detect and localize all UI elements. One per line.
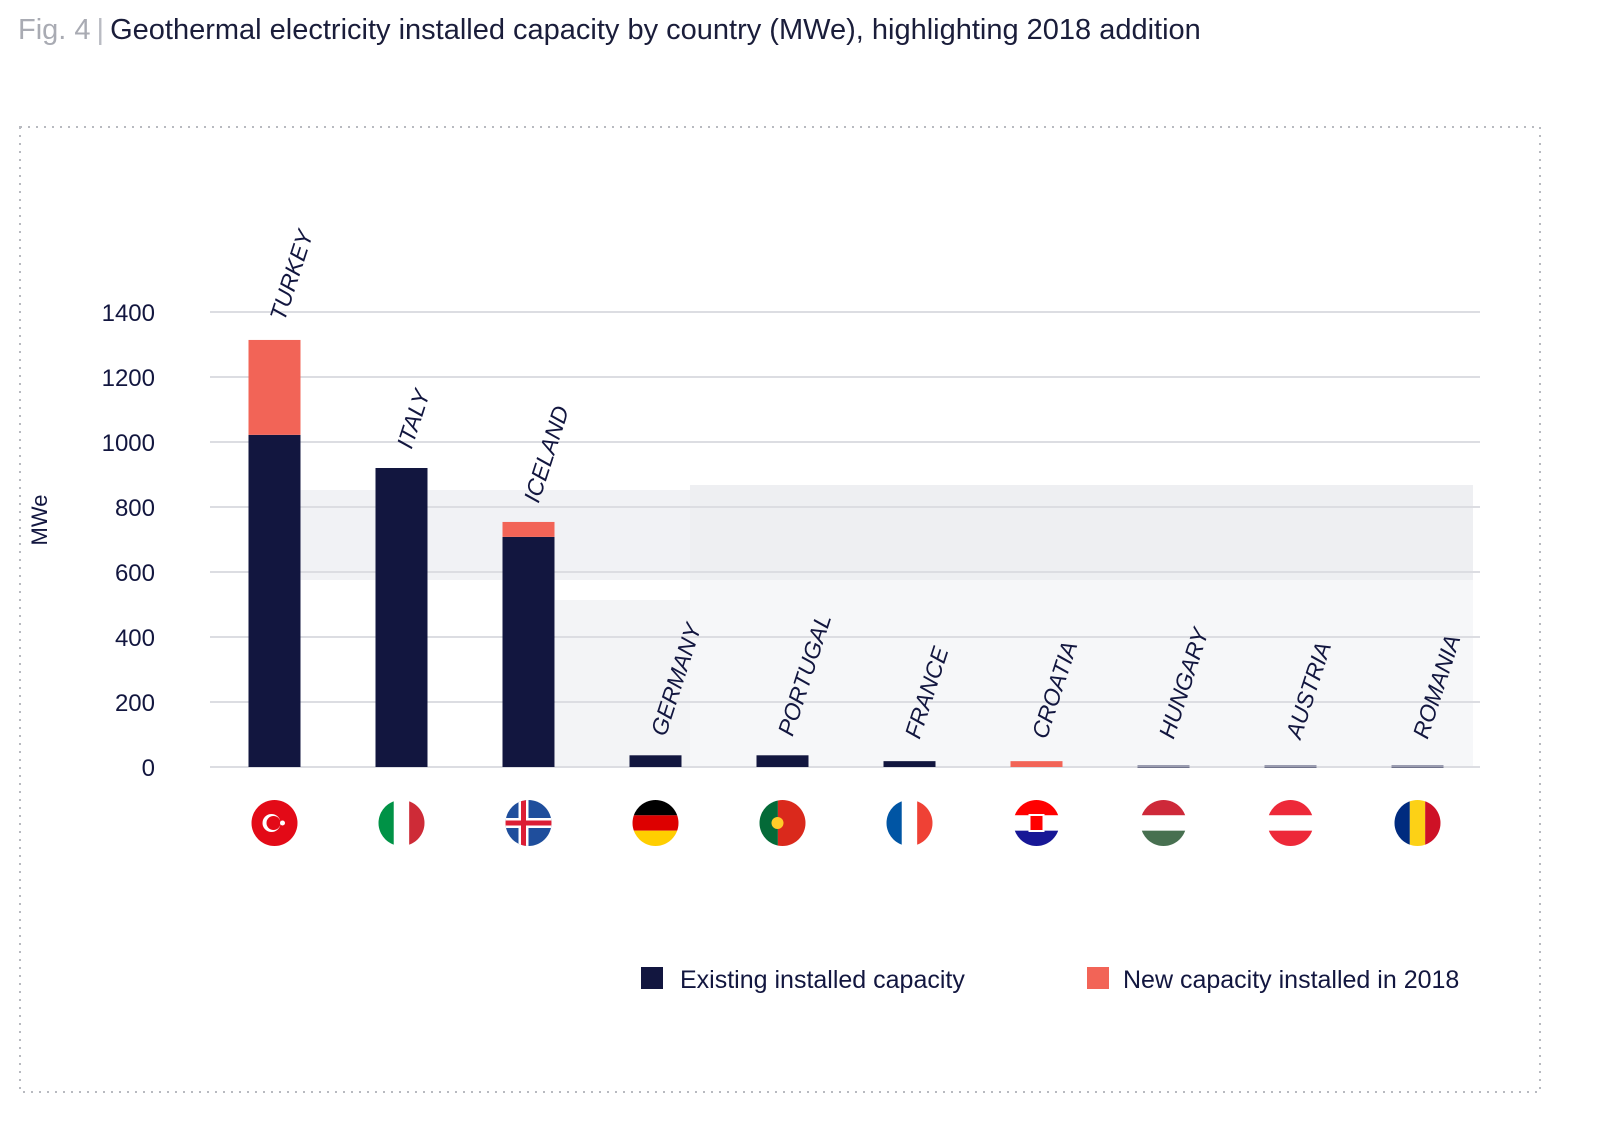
flag-turkey-icon — [251, 800, 298, 846]
flag-hungary-icon — [1140, 800, 1187, 846]
legend-swatch-new — [1087, 967, 1109, 989]
y-tick-label: 1200 — [102, 365, 155, 392]
background-illustration — [300, 485, 1473, 767]
bar-austria-existing — [1264, 765, 1317, 767]
legend: Existing installed capacity New capacity… — [641, 966, 1459, 994]
bar-germany-existing — [629, 755, 682, 767]
y-tick-label: 1000 — [102, 430, 155, 457]
flag-italy-icon — [378, 800, 425, 846]
legend-label-existing: Existing installed capacity — [680, 966, 965, 994]
chart-title: Fig. 4 | Geothermal electricity installed … — [18, 14, 1201, 47]
bar-portugal-existing — [756, 755, 809, 767]
bar-turkey-existing — [248, 434, 301, 767]
y-tick-label: 0 — [142, 755, 155, 782]
y-tick-label: 1400 — [102, 300, 155, 327]
y-tick-label: 200 — [115, 690, 155, 717]
legend-label-new: New capacity installed in 2018 — [1123, 966, 1459, 994]
figure-label: Fig. 4 — [18, 14, 91, 46]
flag-austria-icon — [1267, 800, 1314, 846]
flag-romania-icon — [1394, 800, 1441, 846]
bar-iceland-new — [502, 521, 555, 537]
bar-turkey-new — [248, 339, 301, 435]
flag-iceland-icon — [505, 800, 552, 846]
title-text: Geothermal electricity installed capacit… — [110, 14, 1201, 46]
bar-croatia-new — [1010, 761, 1063, 767]
legend-swatch-existing — [641, 967, 663, 989]
flag-germany-icon — [632, 800, 679, 846]
bar-italy-existing — [375, 468, 428, 767]
flag-portugal-icon — [759, 800, 806, 846]
y-tick-label: 400 — [115, 625, 155, 652]
bar-romania-existing — [1391, 765, 1444, 767]
flag-france-icon — [886, 800, 933, 846]
category-label: TURKEY — [265, 225, 319, 323]
bar-iceland-existing — [502, 536, 555, 767]
title-separator: | — [96, 14, 105, 46]
chart-frame — [19, 126, 1541, 1093]
bar-france-existing — [883, 761, 936, 767]
flag-croatia-icon — [1013, 800, 1060, 846]
bar-hungary-existing — [1137, 765, 1190, 767]
y-axis-label: MWe — [27, 495, 52, 546]
y-tick-label: 600 — [115, 560, 155, 587]
y-tick-label: 800 — [115, 495, 155, 522]
